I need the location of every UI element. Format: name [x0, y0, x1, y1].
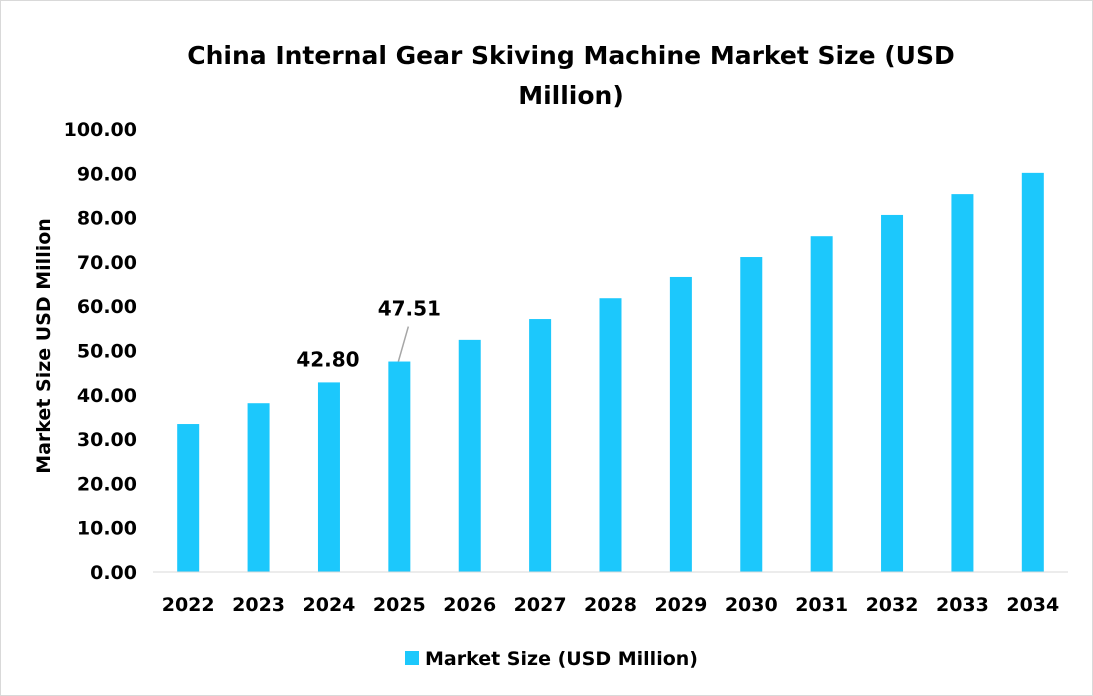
data-label-leader-line: [397, 326, 410, 362]
x-tick-label: 2025: [373, 594, 426, 616]
y-tick-label: 30.00: [77, 429, 137, 451]
legend: Market Size (USD Million): [405, 648, 698, 670]
x-tick-label: 2022: [162, 594, 215, 616]
bar-2029: [669, 276, 692, 572]
x-tick-label: 2030: [725, 594, 778, 616]
x-tick-label: 2034: [1006, 594, 1059, 616]
bar-2025: [388, 361, 411, 572]
bar-2028: [599, 298, 622, 572]
bar-2033: [951, 194, 974, 572]
bar-2024: [317, 382, 340, 572]
chart-title-line2: Million): [518, 81, 624, 110]
x-tick-label: 2024: [303, 594, 356, 616]
data-label-2024: 42.80: [296, 347, 359, 371]
y-tick-label: 90.00: [77, 163, 137, 185]
y-tick-label: 40.00: [77, 385, 137, 407]
bar-2030: [740, 257, 763, 572]
y-tick-label: 20.00: [77, 473, 137, 495]
x-tick-label: 2027: [514, 594, 567, 616]
y-tick-label: 50.00: [77, 341, 137, 363]
x-tick-label: 2031: [795, 594, 848, 616]
bar-2031: [810, 236, 833, 572]
y-tick-label: 100.00: [64, 119, 137, 141]
legend-label: Market Size (USD Million): [425, 648, 698, 670]
x-tick-label: 2032: [866, 594, 919, 616]
y-tick-label: 70.00: [77, 252, 137, 274]
x-tick-label: 2026: [443, 594, 496, 616]
y-tick-label: 0.00: [90, 562, 137, 584]
bar-2026: [458, 339, 481, 572]
x-tick-label: 2023: [232, 594, 285, 616]
y-tick-label: 10.00: [77, 518, 137, 540]
x-tick-label: 2033: [936, 594, 989, 616]
x-tick-label: 2029: [654, 594, 707, 616]
y-tick-label: 80.00: [77, 208, 137, 230]
y-axis-label: Market Size USD Million: [33, 218, 55, 474]
bar-2027: [529, 319, 552, 572]
y-tick-label: 60.00: [77, 296, 137, 318]
data-label-2025: 47.51: [378, 297, 441, 321]
bar-2034: [1021, 172, 1044, 572]
bar-2032: [881, 214, 904, 572]
legend-swatch: [405, 651, 419, 665]
x-tick-label: 2028: [584, 594, 637, 616]
bar-2023: [247, 403, 270, 572]
chart-title-line1: China Internal Gear Skiving Machine Mark…: [187, 41, 955, 70]
bar-2022: [177, 424, 200, 572]
